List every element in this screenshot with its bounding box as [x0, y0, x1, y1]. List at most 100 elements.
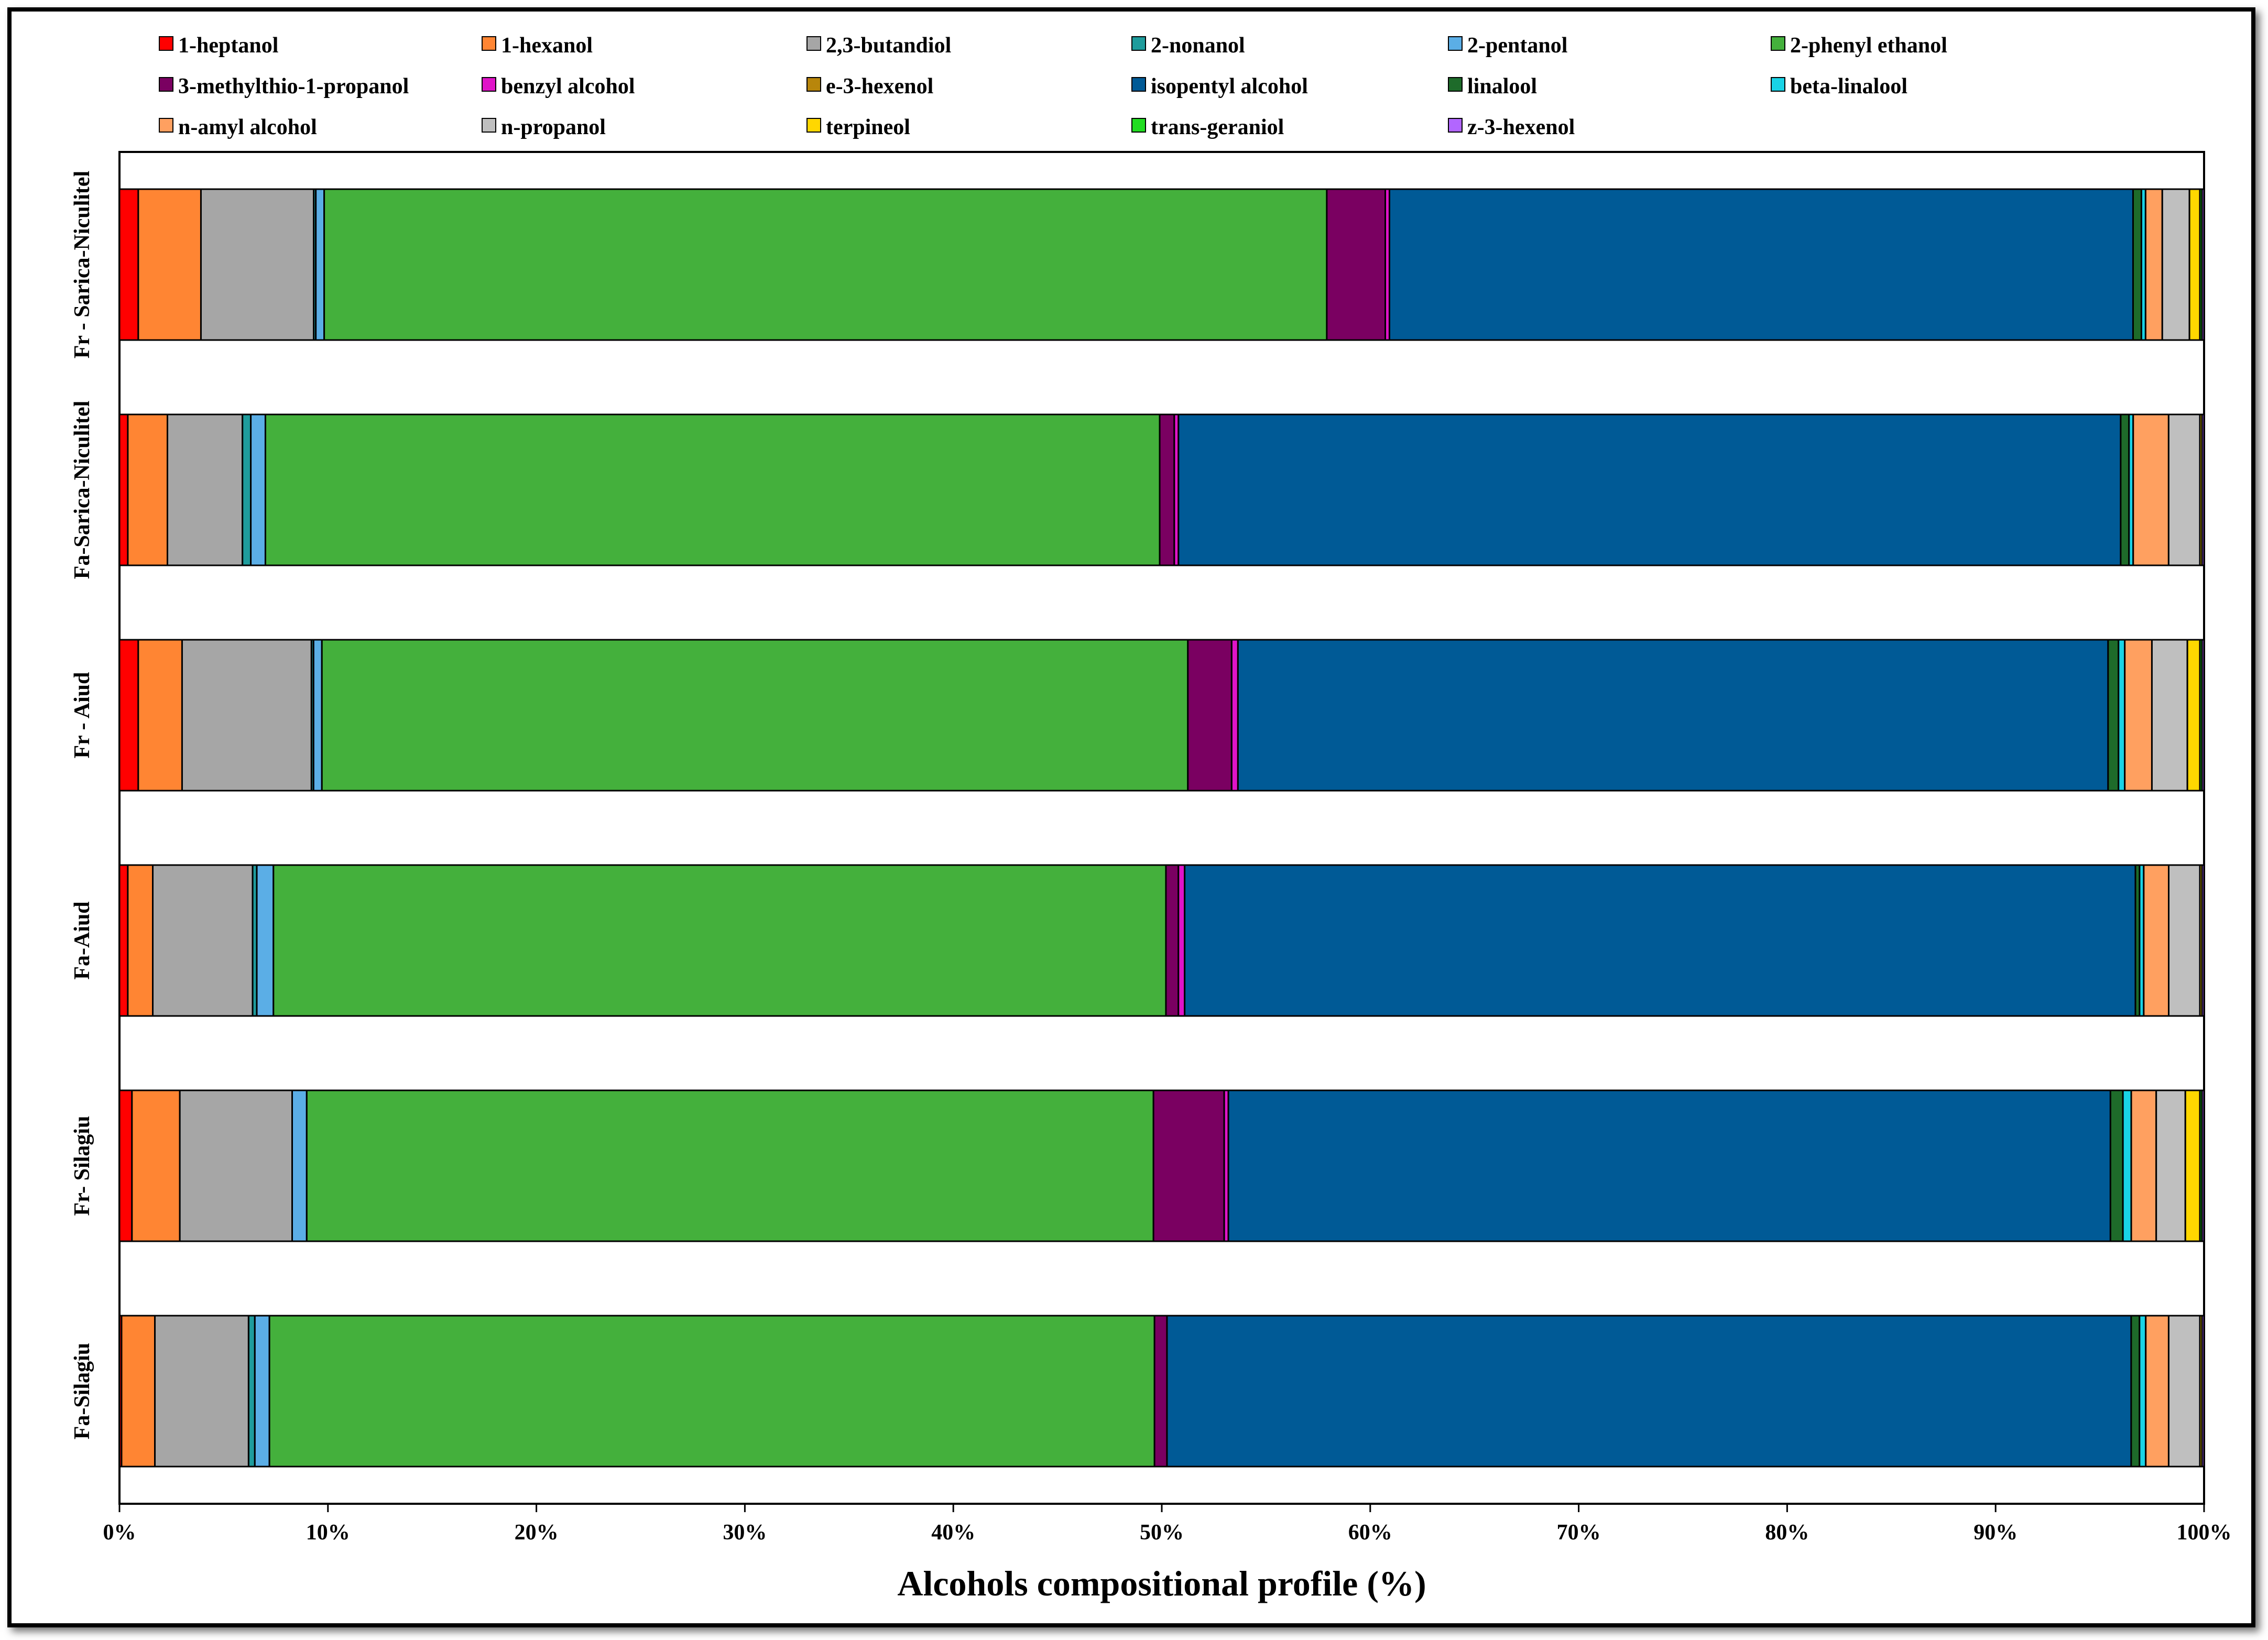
- category-label-fr-silagiu: Fr- Silagiu: [70, 1116, 94, 1216]
- bar-segment-isopentyl-alcohol-fa-silagiu: [1166, 1315, 2132, 1468]
- bar-segment-z-3-hexenol-fr-aiud: [2201, 639, 2205, 792]
- bar-segment-linalool-fr-sarica-niculitel: [2132, 188, 2142, 341]
- bar-segment-2-phenyl-ethanol-fa-aiud: [272, 864, 1167, 1017]
- legend-swatch-e-3-hexenol: [806, 77, 821, 92]
- bar-segment-2-pentanol-fa-sarica-niculitel: [250, 413, 266, 566]
- bar-segment-3-methylthio-1-propanol-fa-aiud: [1165, 864, 1180, 1017]
- bar-segment-terpineol-fr-aiud: [2186, 639, 2201, 792]
- legend-swatch-1-heptanol: [159, 36, 173, 51]
- bar-segment-benzyl-alcohol-fr-aiud: [1230, 639, 1239, 792]
- legend-swatch-terpineol: [806, 118, 821, 133]
- legend-label-z-3-hexenol: z-3-hexenol: [1467, 115, 1575, 139]
- legend-swatch-beta-linalool: [1771, 77, 1785, 92]
- bar-segment-2-pentanol-fa-aiud: [256, 864, 275, 1017]
- plot-area: [118, 151, 2205, 1505]
- bar-segment-benzyl-alcohol-fa-aiud: [1177, 864, 1186, 1017]
- bar-segment-linalool-fa-silagiu: [2130, 1315, 2141, 1468]
- bar-segment-3-methylthio-1-propanol-fr-aiud: [1187, 639, 1233, 792]
- category-labels: Fr - Sarica-Niculitel Fa-Sarica-Niculitel…: [70, 171, 94, 1439]
- legend-swatch-3-methylthio-1-propanol: [159, 77, 173, 92]
- legend-swatch-linalool: [1448, 77, 1463, 92]
- bar-segment-n-amyl-alcohol-fa-aiud: [2143, 864, 2170, 1017]
- bar-segment-2-nonanol-fa-silagiu: [247, 1315, 256, 1468]
- bar-segment-n-propanol-fr-aiud: [2151, 639, 2188, 792]
- bar-segment-2-pentanol-fr-aiud: [312, 639, 323, 792]
- bar-segment-terpineol-fr-sarica-niculitel: [2188, 188, 2201, 341]
- x-axis-title: Alcohols compositional profile (%): [897, 1564, 1426, 1603]
- bar-segment-n-amyl-alcohol-fa-sarica-niculitel: [2132, 413, 2169, 566]
- bar-segment-beta-linalool-fr-silagiu: [2122, 1089, 2132, 1242]
- bar-segment-3-methylthio-1-propanol-fa-silagiu: [1153, 1315, 1168, 1468]
- x-tick-label: 90%: [1973, 1521, 2018, 1545]
- bar-segment-3-methylthio-1-propanol-fa-sarica-niculitel: [1159, 413, 1175, 566]
- legend-label-1-hexanol: 1-hexanol: [501, 34, 593, 58]
- bar-segment-2-phenyl-ethanol-fr-aiud: [321, 639, 1189, 792]
- bar-segment-n-amyl-alcohol-fr-sarica-niculitel: [2144, 188, 2163, 341]
- legend-swatch-n-amyl-alcohol: [159, 118, 173, 133]
- bar-segment-z-3-hexenol-fa-sarica-niculitel: [2201, 413, 2205, 566]
- bar-segment-linalool-fa-sarica-niculitel: [2120, 413, 2130, 566]
- bar-segment-2-3-butandiol-fr-sarica-niculitel: [200, 188, 315, 341]
- bar-segment-2-3-butandiol-fr-silagiu: [179, 1089, 293, 1242]
- legend-label-2-phenyl-ethanol: 2-phenyl ethanol: [1790, 34, 1947, 58]
- bar-segment-z-3-hexenol-fr-sarica-niculitel: [2201, 188, 2205, 341]
- legend-label-beta-linalool: beta-linalool: [1790, 74, 1907, 99]
- bar-segment-n-propanol-fr-silagiu: [2155, 1089, 2186, 1242]
- x-tick-label: 80%: [1765, 1521, 1809, 1545]
- bar-segment-n-amyl-alcohol-fr-silagiu: [2130, 1089, 2157, 1242]
- category-label-fr-aiud: Fr - Aiud: [70, 672, 94, 759]
- bar-segment-terpineol-fr-silagiu: [2184, 1089, 2201, 1242]
- bar-segment-1-heptanol-fr-silagiu: [118, 1089, 133, 1242]
- x-tick-label: 30%: [723, 1521, 767, 1545]
- legend-label-terpineol: terpineol: [826, 115, 910, 139]
- bar-segment-3-methylthio-1-propanol-fr-silagiu: [1152, 1089, 1225, 1242]
- legend-swatch-2-nonanol: [1131, 36, 1146, 51]
- legend-label-2-pentanol: 2-pentanol: [1467, 34, 1567, 58]
- bar-segment-n-amyl-alcohol-fr-aiud: [2124, 639, 2153, 792]
- bar-segment-1-hexanol-fr-aiud: [137, 639, 183, 792]
- legend-swatch-2-3-butandiol: [806, 36, 821, 51]
- bar-segment-1-heptanol-fa-sarica-niculitel: [118, 413, 129, 566]
- bar-segment-z-3-hexenol-fr-silagiu: [2201, 1089, 2205, 1242]
- legend: 1-heptanol 1-hexanol 2,3-butandiol 2-nonano…: [159, 34, 1947, 139]
- bar-segment-isopentyl-alcohol-fr-silagiu: [1227, 1089, 2111, 1242]
- category-label-fa-silagiu: Fa-Silagiu: [70, 1343, 94, 1439]
- x-axis-ticks: 0% 10% 20% 30% 40% 50% 60% 70% 80% 90% 100%: [103, 1504, 2232, 1545]
- legend-label-2-nonanol: 2-nonanol: [1151, 34, 1245, 58]
- legend-swatch-2-pentanol: [1448, 36, 1463, 51]
- x-tick-label: 10%: [306, 1521, 350, 1545]
- bar-segment-isopentyl-alcohol-fa-aiud: [1184, 864, 2136, 1017]
- bar-segment-2-3-butandiol-fa-silagiu: [154, 1315, 249, 1468]
- bar-segment-z-3-hexenol-fa-aiud: [2201, 864, 2205, 1017]
- bar-segment-n-propanol-fa-sarica-niculitel: [2167, 413, 2201, 566]
- bar-segment-isopentyl-alcohol-fa-sarica-niculitel: [1177, 413, 2122, 566]
- legend-label-e-3-hexenol: e-3-hexenol: [826, 74, 933, 99]
- bar-segment-n-propanol-fr-sarica-niculitel: [2161, 188, 2190, 341]
- legend-swatch-1-hexanol: [482, 36, 496, 51]
- bar-segment-1-hexanol-fa-sarica-niculitel: [127, 413, 168, 566]
- bar-segment-2-pentanol-fr-sarica-niculitel: [315, 188, 325, 341]
- legend-label-trans-geraniol: trans-geraniol: [1151, 115, 1284, 139]
- bar-segment-beta-linalool-fr-aiud: [2118, 639, 2126, 792]
- bar-segment-1-hexanol-fr-sarica-niculitel: [137, 188, 202, 341]
- bar-segment-isopentyl-alcohol-fr-aiud: [1237, 639, 2109, 792]
- legend-label-linalool: linalool: [1467, 74, 1537, 99]
- legend-label-2-3-butandiol: 2,3-butandiol: [826, 34, 951, 58]
- category-label-fr-sarica-niculitel: Fr - Sarica-Niculitel: [70, 171, 94, 358]
- bar-segment-1-hexanol-fa-aiud: [127, 864, 154, 1017]
- bar-segment-z-3-hexenol-fa-silagiu: [2201, 1315, 2205, 1468]
- legend-label-benzyl-alcohol: benzyl alcohol: [501, 74, 635, 99]
- legend-swatch-benzyl-alcohol: [482, 77, 496, 92]
- bar-segment-n-propanol-fa-silagiu: [2167, 1315, 2201, 1468]
- bar-segment-2-pentanol-fr-silagiu: [291, 1089, 308, 1242]
- bar-segment-1-heptanol-fr-sarica-niculitel: [118, 188, 139, 341]
- legend-swatch-n-propanol: [482, 118, 496, 133]
- bar-segment-2-phenyl-ethanol-fa-sarica-niculitel: [264, 413, 1161, 566]
- legend-swatch-z-3-hexenol: [1448, 118, 1463, 133]
- legend-label-3-methylthio-1-propanol: 3-methylthio-1-propanol: [178, 74, 409, 99]
- legend-label-n-amyl-alcohol: n-amyl alcohol: [178, 115, 317, 139]
- bar-segment-1-hexanol-fr-silagiu: [131, 1089, 181, 1242]
- x-tick-label: 70%: [1557, 1521, 1601, 1545]
- bar-segment-2-3-butandiol-fa-sarica-niculitel: [166, 413, 244, 566]
- x-tick-label: 100%: [2177, 1521, 2232, 1545]
